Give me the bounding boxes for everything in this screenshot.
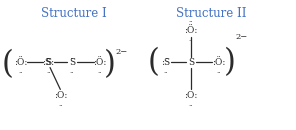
Text: :S̈: :S̈ (161, 58, 170, 67)
Text: ): ) (224, 47, 236, 78)
Text: S̈: S̈ (46, 58, 52, 67)
Text: ··: ·· (46, 68, 51, 76)
Text: ··: ·· (98, 68, 102, 76)
Text: ··: ·· (58, 102, 62, 109)
Text: Structure I: Structure I (41, 7, 107, 20)
Text: :Ö:: :Ö: (212, 58, 225, 67)
Text: :Ö:: :Ö: (184, 26, 198, 35)
Text: ): ) (104, 50, 116, 80)
Text: 2−: 2− (115, 48, 128, 56)
Text: ··: ·· (216, 68, 221, 76)
Text: S: S (188, 58, 194, 67)
Text: :S̈:: :S̈: (43, 58, 55, 67)
Text: (: ( (2, 50, 14, 80)
Text: ··: ·· (189, 17, 193, 25)
Text: Structure II: Structure II (176, 7, 247, 20)
Text: ··: ·· (70, 68, 74, 76)
Text: ··: ·· (18, 68, 23, 76)
Text: S̈: S̈ (69, 58, 75, 67)
Text: ··: ·· (189, 102, 193, 109)
Text: (: ( (148, 47, 160, 78)
Text: 2−: 2− (236, 33, 248, 41)
Text: :O:: :O: (54, 91, 67, 100)
Text: :Ö:: :Ö: (93, 58, 107, 67)
Text: :O:: :O: (184, 91, 198, 100)
Text: ··: ·· (163, 68, 168, 76)
Text: :Ö:: :Ö: (14, 58, 27, 67)
Text: ··: ·· (189, 36, 193, 44)
